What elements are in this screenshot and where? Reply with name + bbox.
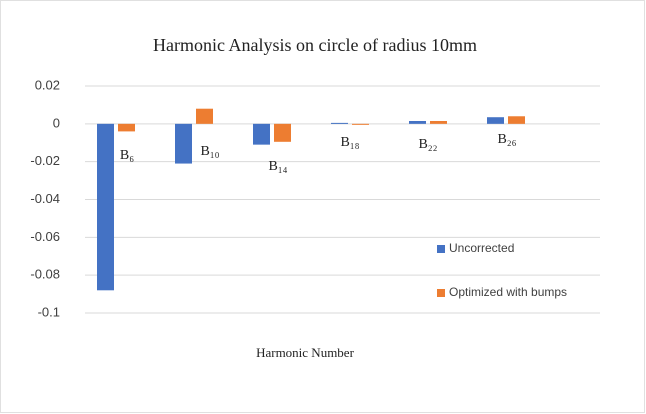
bar <box>508 116 525 124</box>
legend-label: Optimized with bumps <box>449 285 567 299</box>
y-tick-label: -0.06 <box>30 229 60 244</box>
x-tick-label: B₁₄ <box>268 159 287 174</box>
legend-swatch <box>437 245 445 253</box>
chart-title: Harmonic Analysis on circle of radius 10… <box>153 35 477 55</box>
bar <box>487 117 504 124</box>
legend-swatch <box>437 289 445 297</box>
legend-label: Uncorrected <box>449 241 514 255</box>
y-tick-label: -0.04 <box>30 191 60 206</box>
y-tick-label: 0.02 <box>35 77 60 92</box>
bar <box>196 108 213 124</box>
y-tick-label: -0.1 <box>38 304 60 319</box>
x-axis-title: Harmonic Number <box>256 345 355 360</box>
x-tick-label: B₁₈ <box>340 135 359 150</box>
x-tick-label: B₁₀ <box>200 144 219 159</box>
bar <box>118 123 135 132</box>
bar <box>175 123 192 164</box>
x-tick-label: B₆ <box>120 148 134 163</box>
y-tick-label: 0 <box>53 115 60 130</box>
y-tick-label: -0.08 <box>30 267 60 282</box>
bar <box>253 123 270 145</box>
bar <box>352 123 369 125</box>
bar <box>274 123 291 142</box>
x-tick-label: B₂₂ <box>418 137 437 152</box>
bar <box>97 123 114 291</box>
y-tick-label: -0.02 <box>30 153 60 168</box>
x-tick-label: B₂₆ <box>497 132 516 147</box>
bar <box>430 120 447 124</box>
bar <box>331 122 348 124</box>
bar <box>409 120 426 124</box>
